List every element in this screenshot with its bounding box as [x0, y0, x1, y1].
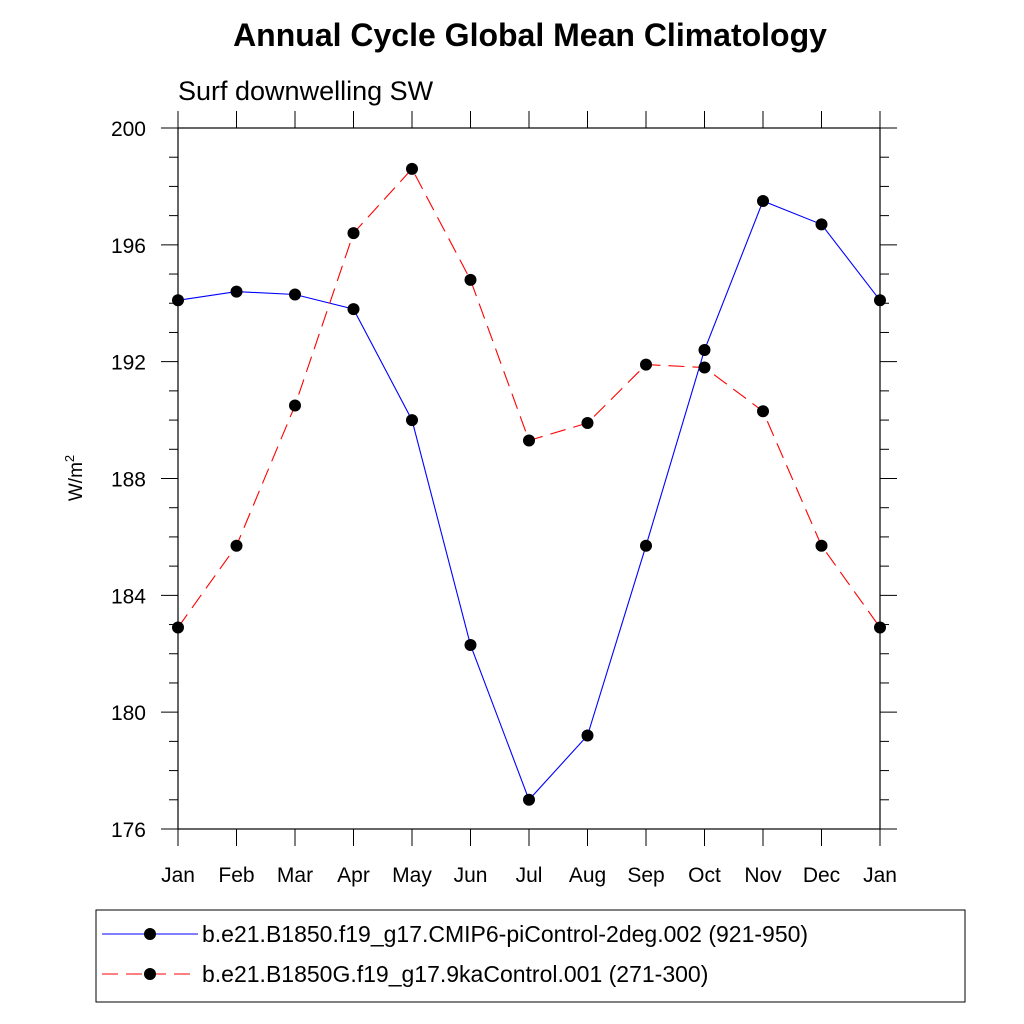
y-tick-label: 180: [111, 702, 146, 725]
y-axis-label-superscript: 2: [62, 455, 77, 462]
legend: b.e21.B1850.f19_g17.CMIP6-piControl-2deg…: [95, 909, 966, 1003]
x-tick-label: Apr: [337, 864, 370, 887]
x-tick-label: Jun: [454, 864, 488, 887]
legend-marker-series-2: [144, 968, 156, 980]
x-axis: Jan Feb Mar Apr May Jun Jul Aug Sep Oct Nov Dec Jan: [161, 111, 897, 887]
series-2-point: [815, 539, 828, 552]
series-2-point: [406, 162, 418, 175]
series-2-point: [464, 273, 477, 286]
x-tick-label: Aug: [569, 864, 606, 887]
series-2-point: [640, 358, 652, 371]
x-tick-label: Sep: [627, 864, 664, 887]
legend-marker-series-1: [144, 928, 156, 940]
x-tick-label: Dec: [803, 864, 840, 887]
x-tick-label: May: [392, 864, 432, 887]
chart-title: Annual Cycle Global Mean Climatology: [233, 17, 827, 53]
x-tick-label: Nov: [744, 864, 782, 887]
legend-label-series-2: b.e21.B1850G.f19_g17.9kaControl.001 (271…: [202, 961, 708, 987]
y-tick-label: 196: [111, 235, 146, 258]
x-tick-label: Oct: [688, 864, 721, 887]
axes-frame: [177, 127, 881, 830]
plot-area: [172, 162, 886, 806]
series-line-2: [177, 167, 881, 628]
x-tick-label: Jul: [516, 864, 543, 887]
x-tick-label: Feb: [218, 864, 254, 887]
series-2-point: [172, 621, 184, 634]
y-axis: 176 180 184 188 192 196 200: [111, 118, 897, 842]
series-1-point: [874, 294, 886, 307]
series-1-point: [815, 218, 828, 231]
series-1-point: [172, 294, 184, 307]
series-1-point: [464, 639, 477, 651]
series-line-1: [177, 200, 881, 801]
series-1-point: [406, 414, 418, 427]
x-tick-label: Mar: [277, 864, 313, 887]
series-2-point: [757, 405, 769, 418]
series-2-point: [874, 621, 886, 634]
series-2-point: [523, 434, 535, 447]
series-1-point: [230, 285, 243, 298]
legend-box: [95, 909, 966, 1003]
legend-label-series-1: b.e21.B1850.f19_g17.CMIP6-piControl-2deg…: [202, 921, 808, 947]
series-1-point: [757, 195, 769, 207]
x-tick-label: Jan: [863, 864, 897, 887]
series-2-point: [698, 361, 711, 374]
series-1-point: [698, 344, 711, 356]
y-tick-label: 192: [111, 352, 146, 375]
y-tick-label: 188: [111, 469, 146, 492]
y-tick-label: 200: [111, 118, 146, 141]
y-axis-label: W/m2: [62, 455, 87, 501]
series-1-point: [640, 539, 652, 552]
series-2-point: [289, 399, 301, 412]
plot-frame: [177, 127, 881, 830]
series-2-point: [230, 539, 243, 552]
series-1-point: [289, 288, 301, 301]
series-1-point: [347, 303, 360, 316]
series-2-point: [347, 227, 360, 240]
series-1-point: [581, 729, 594, 742]
series-1-point: [523, 793, 535, 806]
x-tick-label: Jan: [161, 864, 195, 887]
y-tick-label: 184: [111, 585, 146, 608]
series-2-point: [581, 417, 594, 429]
y-tick-label: 176: [111, 819, 146, 842]
chart-subtitle: Surf downwelling SW: [178, 76, 434, 106]
